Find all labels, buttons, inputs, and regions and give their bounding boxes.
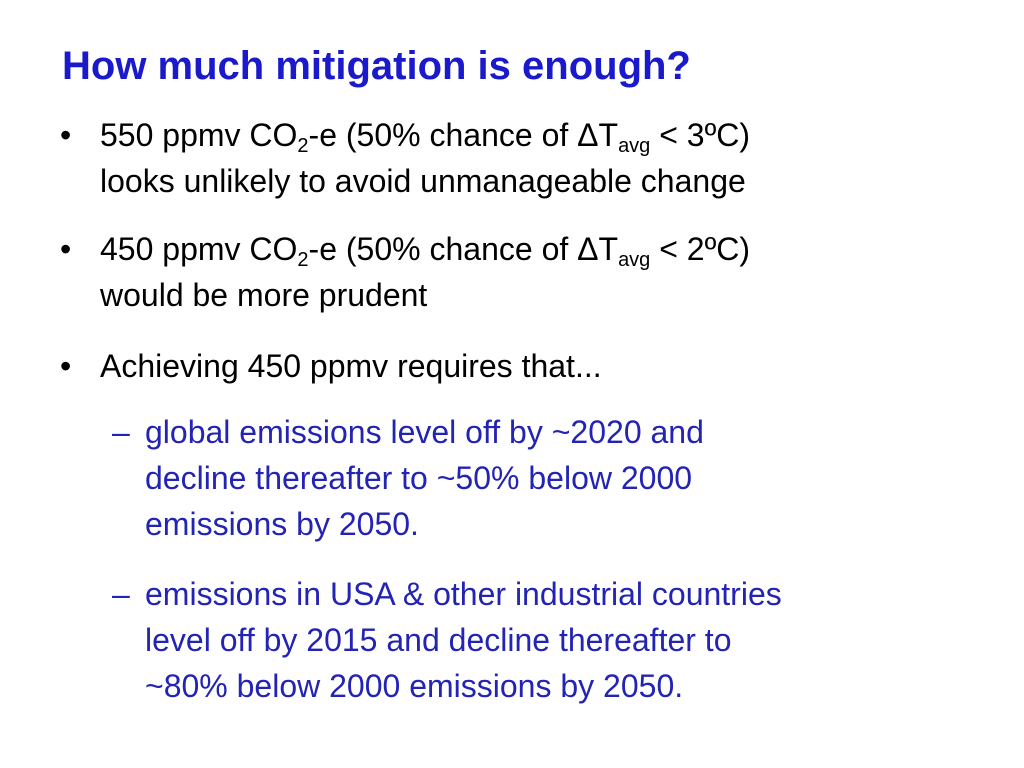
- subscript: 2: [297, 249, 309, 271]
- bullet-marker: •: [60, 117, 72, 153]
- bullet-text-segment: < 3ºC): [650, 117, 751, 153]
- bullet-text-segment: 450 ppmv CO: [100, 231, 298, 267]
- sub-bullet-line: ~80% below 2000 emissions by 2050.: [145, 668, 684, 704]
- bullet-line: Achieving 450 ppmv requires that...: [100, 348, 602, 384]
- subscript: avg: [618, 249, 651, 271]
- bullet-text-segment: -e (50% chance of ΔT: [308, 117, 619, 153]
- bullet-line: looks unlikely to avoid unmanageable cha…: [100, 163, 746, 199]
- sub-bullet-text: emissions in USA & other industrial coun…: [145, 571, 965, 709]
- subscript: avg: [618, 135, 651, 157]
- bullet-text: 450 ppmv CO2-e (50% chance of ΔTavg < 2º…: [100, 226, 980, 318]
- bullet-marker: •: [60, 231, 72, 267]
- subscript: 2: [297, 135, 309, 157]
- sub-bullet-line: emissions by 2050.: [145, 506, 419, 542]
- bullet-line: 550 ppmv CO2-e (50% chance of ΔTavg < 3º…: [100, 112, 980, 158]
- sub-bullet-text: global emissions level off by ~2020 and …: [145, 409, 965, 547]
- slide-title: How much mitigation is enough?: [62, 44, 691, 88]
- sub-bullet-marker: –: [112, 576, 130, 612]
- sub-bullet-line: global emissions level off by ~2020 and: [145, 414, 704, 450]
- sub-bullet-marker: –: [112, 414, 130, 450]
- bullet-text-segment: < 2ºC): [650, 231, 751, 267]
- bullet-text: Achieving 450 ppmv requires that...: [100, 343, 980, 389]
- bullet-line: 450 ppmv CO2-e (50% chance of ΔTavg < 2º…: [100, 226, 980, 272]
- bullet-text-segment: -e (50% chance of ΔT: [308, 231, 619, 267]
- bullet-line: would be more prudent: [100, 277, 428, 313]
- sub-bullet-line: decline thereafter to ~50% below 2000: [145, 460, 693, 496]
- sub-bullet-line: emissions in USA & other industrial coun…: [145, 576, 782, 612]
- bullet-text: 550 ppmv CO2-e (50% chance of ΔTavg < 3º…: [100, 112, 980, 204]
- sub-bullet-line: level off by 2015 and decline thereafter…: [145, 622, 732, 658]
- bullet-marker: •: [60, 348, 72, 384]
- bullet-text-segment: 550 ppmv CO: [100, 117, 298, 153]
